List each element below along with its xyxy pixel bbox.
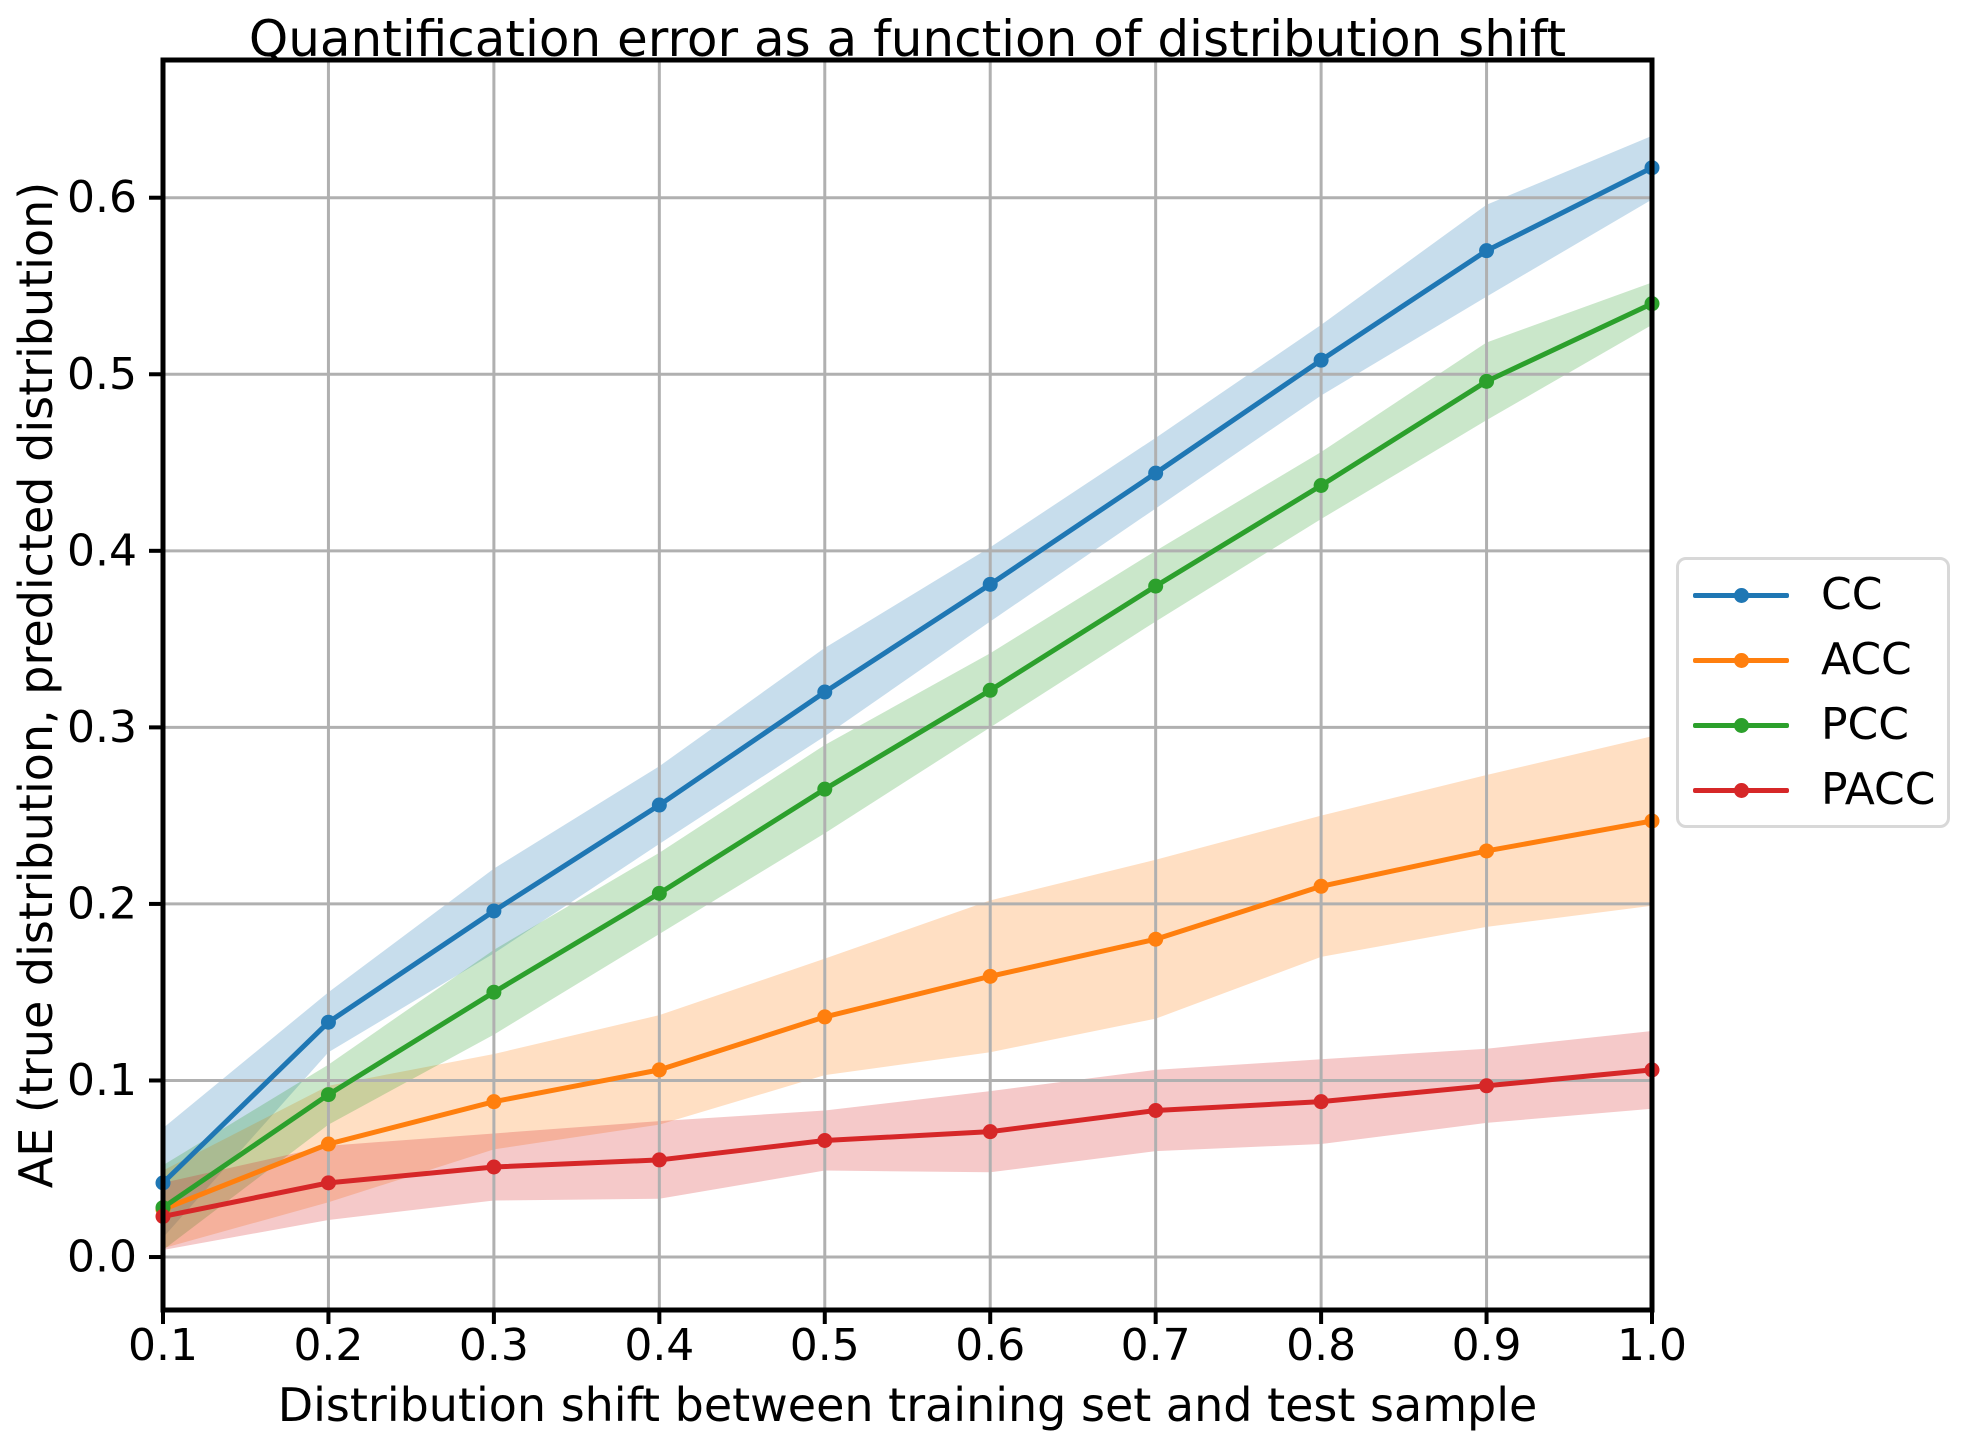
legend-item-cc: CC: [1679, 563, 1947, 628]
legend-label-pcc: PCC: [1821, 699, 1909, 750]
legend-marker-dot: [1734, 783, 1749, 798]
legend-item-pacc: PACC: [1679, 758, 1947, 823]
data-point-acc-0.2: [320, 1136, 336, 1152]
series-line-pacc: [160, 1067, 1655, 1219]
legend-label-acc: ACC: [1821, 634, 1912, 685]
legend-item-acc: ACC: [1679, 628, 1947, 693]
y-tick-label-0.1: 0.1: [67, 1055, 137, 1106]
y-tick-label-0.5: 0.5: [67, 349, 137, 400]
data-point-acc-0.9: [1479, 843, 1495, 859]
legend-line-marker-icon: [1693, 652, 1789, 668]
data-point-acc-0.3: [486, 1094, 502, 1110]
data-point-acc-0.5: [817, 1009, 833, 1025]
y-tick-label-0.2: 0.2: [67, 878, 137, 929]
x-tick-label-0.8: 0.8: [1286, 1320, 1356, 1371]
legend-line-marker-icon: [1693, 782, 1789, 798]
x-tick-label-0.9: 0.9: [1452, 1320, 1522, 1371]
series-line-acc: [160, 818, 1655, 1212]
data-point-pacc-0.4: [651, 1152, 667, 1168]
data-point-acc-0.4: [651, 1062, 667, 1078]
data-point-pacc-0.8: [1313, 1094, 1329, 1110]
data-point-pacc-0.2: [320, 1175, 336, 1191]
data-point-pcc-0.8: [1313, 477, 1329, 493]
data-point-pcc-0.9: [1479, 373, 1495, 389]
data-point-cc-0.6: [982, 576, 998, 592]
axes-spines: [160, 57, 1655, 1313]
data-point-acc-0.8: [1313, 878, 1329, 894]
confidence-band-cc: [163, 135, 1652, 1238]
y-axis-label: AE (true distribution, predicted distrib…: [9, 181, 63, 1189]
confidence-band-pcc: [163, 282, 1652, 1250]
data-point-acc-0.7: [1148, 931, 1164, 947]
data-point-cc-0.3: [486, 903, 502, 919]
data-point-acc-0.6: [982, 968, 998, 984]
y-tick-label-0.6: 0.6: [67, 172, 137, 223]
data-point-pacc-0.9: [1479, 1078, 1495, 1094]
legend-label-cc: CC: [1821, 569, 1883, 620]
x-tick-label-0.3: 0.3: [459, 1320, 529, 1371]
data-point-pacc-0.5: [817, 1133, 833, 1149]
y-tick-label-0.3: 0.3: [67, 702, 137, 753]
data-point-cc-0.4: [651, 797, 667, 813]
x-tick-label-1.0: 1.0: [1617, 1320, 1687, 1371]
legend-line-marker-icon: [1693, 717, 1789, 733]
chart-title: Quantification error as a function of di…: [248, 10, 1567, 68]
confidence-band-pacc: [163, 1031, 1652, 1250]
legend-item-pcc: PCC: [1679, 693, 1947, 758]
x-tick-label-0.1: 0.1: [128, 1320, 198, 1371]
data-point-cc-0.2: [320, 1014, 336, 1030]
legend-marker-dot: [1734, 718, 1749, 733]
y-tick-label-0.4: 0.4: [67, 525, 137, 576]
data-point-pcc-0.3: [486, 984, 502, 1000]
x-axis-label: Distribution shift between training set …: [277, 1378, 1538, 1432]
legend-marker-dot: [1734, 653, 1749, 668]
data-point-pacc-0.3: [486, 1159, 502, 1175]
data-point-pcc-0.5: [817, 781, 833, 797]
data-point-pcc-0.4: [651, 885, 667, 901]
legend-marker-dot: [1734, 588, 1749, 603]
legend: CC ACC PCC PACC: [1676, 557, 1950, 828]
legend-line-marker-icon: [1693, 587, 1789, 603]
data-point-cc-0.9: [1479, 243, 1495, 259]
data-point-cc-0.5: [817, 684, 833, 700]
x-tick-label-0.7: 0.7: [1121, 1320, 1191, 1371]
x-tick-label-0.4: 0.4: [624, 1320, 694, 1371]
data-point-pcc-0.7: [1148, 578, 1164, 594]
data-point-cc-0.8: [1313, 352, 1329, 368]
data-point-pcc-0.6: [982, 682, 998, 698]
data-point-pacc-0.7: [1148, 1102, 1164, 1118]
x-tick-label-0.5: 0.5: [790, 1320, 860, 1371]
confidence-band-acc: [163, 736, 1652, 1249]
y-tick-label-0.0: 0.0: [67, 1232, 137, 1283]
x-tick-label-0.6: 0.6: [955, 1320, 1025, 1371]
series-line-pcc: [160, 301, 1655, 1211]
x-tick-label-0.2: 0.2: [293, 1320, 363, 1371]
legend-label-pacc: PACC: [1821, 764, 1936, 815]
data-point-pacc-0.6: [982, 1124, 998, 1140]
series-line-cc: [160, 165, 1655, 1186]
data-point-cc-0.7: [1148, 465, 1164, 481]
data-point-pcc-0.2: [320, 1087, 336, 1103]
